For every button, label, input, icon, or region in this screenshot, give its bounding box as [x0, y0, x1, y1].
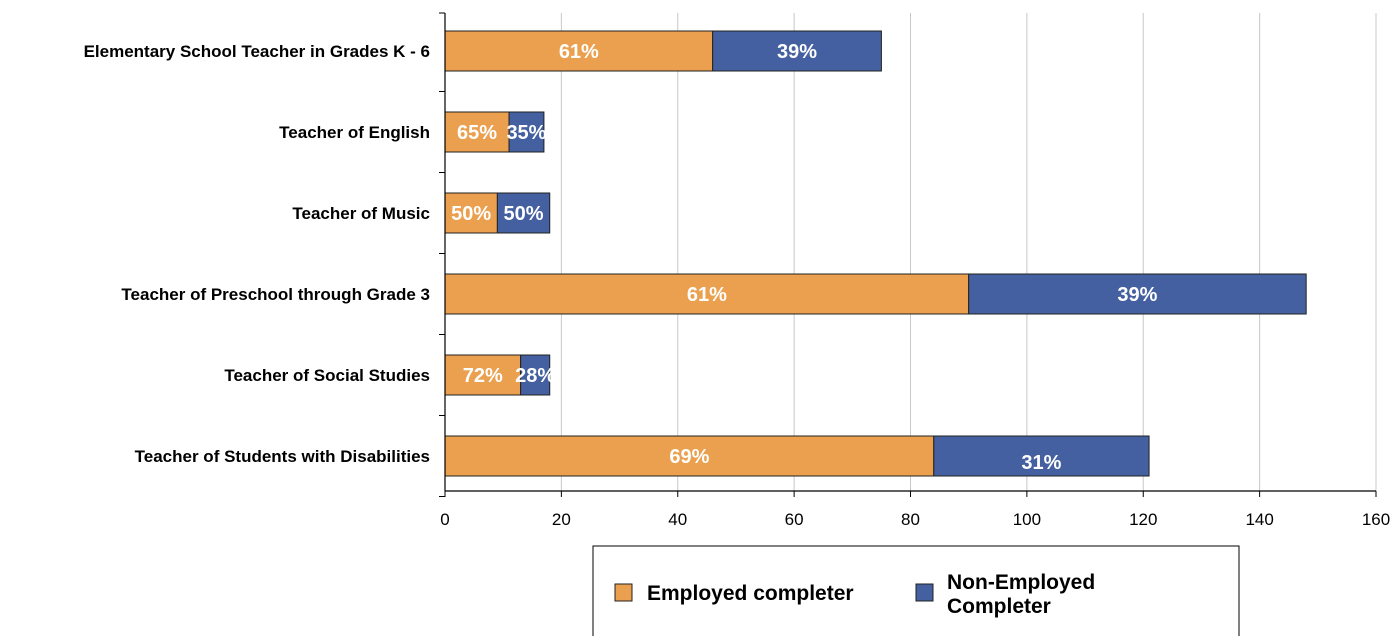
data-label: 61% — [559, 41, 599, 63]
non-employed-bar — [520, 354, 551, 396]
x-tick-label: 140 — [1245, 510, 1273, 529]
data-label: 72% — [463, 365, 503, 387]
legend-swatch-employed — [614, 583, 633, 602]
x-tick-label: 40 — [668, 510, 687, 529]
legend-label-employed: Employed completer — [647, 582, 854, 605]
x-tick-label: 20 — [552, 510, 571, 529]
legend-swatch-non-employed — [915, 583, 934, 602]
employed-bar — [444, 435, 935, 477]
employed-bar — [444, 273, 970, 315]
category-label: Teacher of Music — [292, 204, 430, 223]
category-label: Teacher of Students with Disabilities — [135, 447, 430, 466]
x-tick-label: 0 — [440, 510, 449, 529]
employed-bar — [444, 354, 522, 396]
legend-label-non-employed-line1: Non-Employed — [947, 571, 1095, 594]
data-label: 39% — [777, 41, 817, 63]
bars — [444, 30, 1307, 477]
x-tick-label: 160 — [1362, 510, 1390, 529]
data-label: 61% — [687, 284, 727, 306]
x-tick-label: 100 — [1013, 510, 1041, 529]
non-employed-bar — [508, 111, 545, 153]
x-tick-label: 60 — [785, 510, 804, 529]
category-label: Teacher of English — [279, 123, 430, 142]
data-label: 39% — [1117, 284, 1157, 306]
axes: 0 20 40 60 80 100 120 140 160 — [439, 12, 1390, 529]
data-label: 50% — [451, 203, 491, 225]
gridlines — [560, 13, 1377, 491]
non-employed-bar — [968, 273, 1307, 315]
data-label: 28% — [515, 365, 555, 387]
category-label: Elementary School Teacher in Grades K - … — [84, 42, 430, 61]
data-label: 31% — [1021, 452, 1061, 474]
non-employed-bar — [712, 30, 882, 72]
non-employed-bar — [933, 435, 1150, 477]
category-label: Teacher of Social Studies — [224, 366, 430, 385]
x-tick-label: 80 — [901, 510, 920, 529]
data-label: 65% — [457, 122, 497, 144]
x-tick-label: 120 — [1129, 510, 1157, 529]
data-label: 35% — [506, 122, 546, 144]
legend-label-non-employed-line2: Completer — [947, 595, 1051, 618]
category-label: Teacher of Preschool through Grade 3 — [121, 285, 430, 304]
labels: Elementary School Teacher in Grades K - … — [84, 41, 1158, 474]
non-employed-bar — [496, 192, 551, 234]
data-label: 50% — [504, 203, 544, 225]
data-label: 69% — [669, 446, 709, 468]
